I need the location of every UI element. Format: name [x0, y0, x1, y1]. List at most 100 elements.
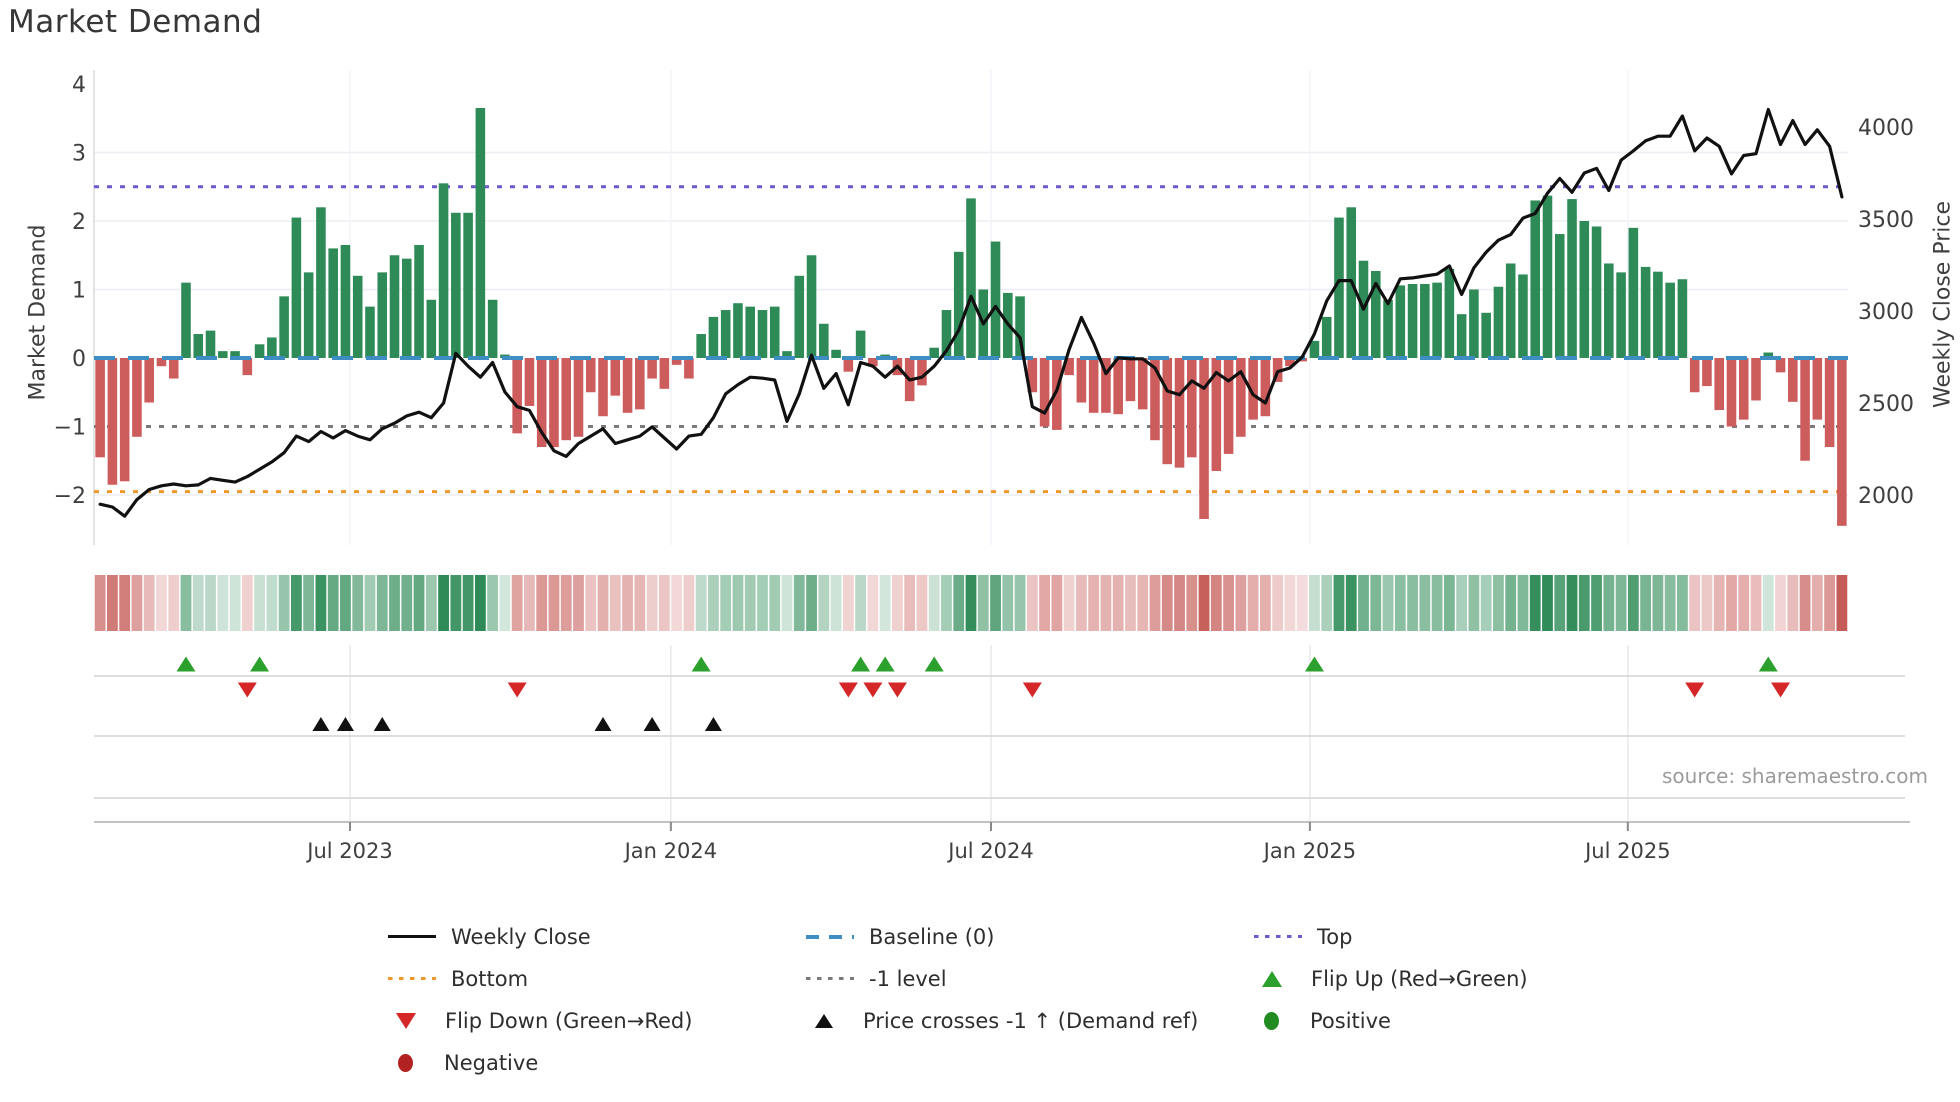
demand-bar: [1665, 282, 1675, 358]
heatmap-cell: [1358, 575, 1369, 631]
heatmap-cell: [1677, 575, 1688, 631]
demand-bar: [1800, 358, 1810, 461]
heatmap-cell: [634, 575, 646, 631]
weekly-close-line-icon: [388, 934, 436, 939]
demand-bar: [254, 344, 265, 358]
heatmap-cell: [1161, 575, 1173, 631]
x-tick-label: Jan 2024: [623, 839, 718, 863]
demand-bar: [389, 255, 400, 358]
heatmap-cell: [511, 575, 523, 631]
heatmap-cell: [1664, 575, 1676, 631]
heatmap-cell: [1407, 575, 1418, 631]
heatmap-cell: [1443, 575, 1455, 631]
heatmap-cell: [1345, 575, 1357, 631]
heatmap-cell: [793, 575, 805, 631]
x-tick-label: Jan 2025: [1262, 839, 1357, 863]
heatmap-cell: [364, 575, 376, 631]
demand-bar: [1248, 358, 1258, 420]
demand-bar: [659, 358, 670, 389]
heatmap-cell: [524, 575, 535, 631]
heatmap-cell: [1713, 575, 1725, 631]
price-cross-marker: [594, 717, 612, 731]
demand-bar: [757, 310, 768, 358]
flip-up-marker: [1304, 656, 1324, 672]
heatmap-cell: [1112, 575, 1124, 631]
heatmap-cell: [1137, 575, 1149, 631]
demand-bar: [561, 358, 572, 441]
left-tick-label: 4: [72, 73, 86, 98]
heatmap-cell: [290, 575, 302, 631]
heatmap-cell: [438, 575, 449, 631]
heatmap-cell: [830, 575, 842, 631]
demand-bar: [696, 334, 706, 358]
demand-bar: [1395, 285, 1406, 358]
heatmap-cell: [990, 575, 1001, 631]
legend-item-bottom: Bottom: [388, 964, 806, 993]
heatmap-cell: [1762, 575, 1774, 631]
right-tick-label: 3500: [1858, 208, 1914, 233]
heatmap-cell: [278, 575, 290, 631]
heatmap-cell: [413, 575, 425, 631]
heatmap-cell: [376, 575, 388, 631]
heatmap-cell: [965, 575, 977, 631]
demand-bar: [941, 310, 952, 358]
legend-label: Positive: [1310, 1008, 1391, 1033]
heatmap-cell: [315, 575, 327, 631]
demand-bar: [1788, 358, 1798, 402]
legend-label: Flip Down (Green→Red): [445, 1008, 693, 1033]
heatmap-cell: [499, 575, 511, 631]
heatmap-cell: [425, 575, 437, 631]
demand-bar: [1321, 316, 1332, 358]
flip-down-triangle-icon: [396, 1012, 416, 1029]
demand-bar: [451, 212, 461, 358]
demand-bar: [365, 306, 375, 358]
demand-bar: [316, 207, 326, 358]
price-cross-marker: [373, 717, 391, 731]
demand-bar: [512, 358, 522, 434]
demand-bar: [831, 349, 841, 358]
heatmap-cell: [548, 575, 560, 631]
heatmap-cell: [1505, 575, 1517, 631]
demand-bar: [1334, 217, 1344, 358]
heatmap-cell: [757, 575, 768, 631]
demand-bar: [843, 358, 854, 372]
demand-bar: [990, 241, 1001, 358]
positive-dot-icon: [1264, 1011, 1279, 1030]
flip-up-marker: [176, 656, 196, 672]
heatmap-cell: [1529, 575, 1541, 631]
heatmap-cell: [609, 575, 621, 631]
flip-down-marker: [887, 682, 907, 698]
legend-label: -1 level: [869, 966, 947, 991]
heatmap-cell: [720, 575, 732, 631]
heatmap-cell: [1051, 575, 1063, 631]
heatmap-cell: [708, 575, 719, 631]
heatmap-cell: [168, 575, 180, 631]
demand-bar: [573, 358, 584, 437]
demand-bar: [1039, 358, 1050, 427]
demand-bar: [107, 358, 118, 485]
legend-item-positive: Positive: [1254, 1006, 1674, 1035]
heatmap-cell: [806, 575, 817, 631]
demand-bar: [1518, 274, 1528, 358]
demand-bar: [1702, 358, 1712, 387]
demand-bar: [1726, 358, 1737, 427]
demand-bar: [1383, 299, 1393, 358]
baseline-dash-icon: [806, 934, 854, 939]
demand-bar: [1076, 358, 1087, 403]
demand-bar: [536, 358, 547, 448]
heatmap-cell: [156, 575, 167, 631]
heatmap-cell: [1198, 575, 1210, 631]
demand-bar: [1309, 340, 1320, 358]
demand-bar: [193, 334, 204, 358]
demand-bar: [1763, 352, 1774, 358]
demand-bar: [671, 358, 682, 365]
heatmap-cell: [1075, 575, 1087, 631]
right-tick-label: 3000: [1858, 300, 1914, 325]
demand-bar: [585, 358, 596, 393]
heatmap-cell: [1125, 575, 1136, 631]
heatmap-cell: [1627, 575, 1639, 631]
demand-bar: [1505, 263, 1516, 358]
legend-label: Top: [1317, 924, 1353, 949]
heatmap-cell: [1738, 575, 1750, 631]
demand-bar: [1137, 358, 1148, 410]
